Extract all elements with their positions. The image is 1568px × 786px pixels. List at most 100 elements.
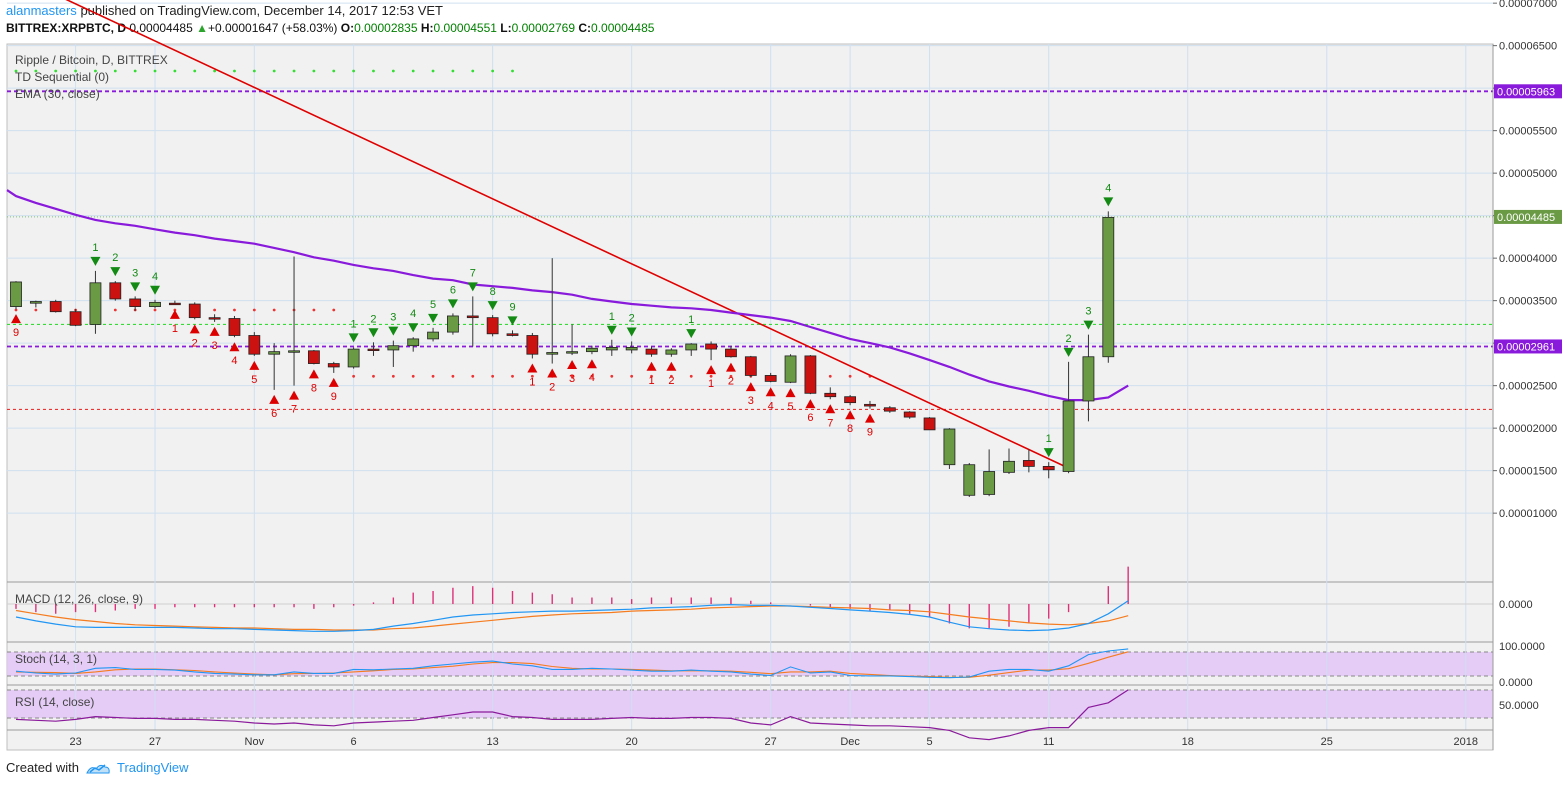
td-sell-triangle — [388, 326, 399, 336]
td-buy-triangle — [527, 363, 538, 373]
candle-body — [248, 335, 261, 355]
legend-ema[interactable]: EMA (30, close) — [15, 87, 100, 101]
candle — [29, 300, 42, 308]
price-label-box — [1494, 209, 1562, 224]
candle-body — [665, 349, 678, 355]
legend-title[interactable]: Ripple / Bitcoin, D, BITTREX — [15, 53, 168, 67]
td-count-label: 4 — [231, 355, 237, 367]
descending-trendline — [65, 0, 1069, 469]
td-dot — [332, 308, 336, 312]
td-count-label: 6 — [271, 408, 277, 420]
rsi-pane — [15, 689, 1129, 741]
low-label: L: — [500, 21, 512, 35]
td-dot — [94, 69, 97, 73]
macd-label[interactable]: MACD (12, 26, close, 9) — [15, 592, 143, 606]
td-count-label: 1 — [92, 242, 98, 254]
candle-body — [844, 396, 857, 404]
candle-body — [546, 352, 559, 355]
legend-td[interactable]: TD Sequential (0) — [15, 70, 109, 84]
candle — [69, 309, 82, 327]
td-dot — [312, 308, 316, 312]
td-dot — [689, 374, 693, 378]
close-value: 0.00004485 — [591, 21, 655, 35]
td-dot — [451, 374, 455, 378]
candle-body — [307, 350, 320, 364]
time-axis: 23 27 Nov 6 13 20 27 Dec 5 11 18 25 2018 — [69, 736, 1478, 748]
candle — [307, 349, 320, 365]
publish-info: alanmasters published on TradingView.com… — [6, 3, 443, 18]
candle-body — [725, 348, 737, 358]
candle — [248, 332, 261, 356]
candle — [1003, 448, 1015, 475]
candle — [943, 428, 956, 469]
candle-body — [1022, 460, 1035, 467]
macd-tick: 0.0000 — [1499, 599, 1533, 611]
td-count-label: 4 — [152, 271, 158, 283]
candle — [744, 355, 757, 378]
candle-body — [486, 317, 499, 335]
candle-body — [268, 351, 281, 355]
td-dot — [491, 374, 495, 378]
td-count-label: 8 — [847, 423, 853, 435]
td-dot — [193, 69, 197, 73]
td-count-label: 4 — [410, 308, 416, 320]
td-count-label: 3 — [569, 373, 575, 385]
tradingview-logo-icon — [86, 763, 110, 773]
candle-body — [586, 347, 598, 353]
candle — [268, 343, 281, 390]
x-tick-label: 25 — [1321, 736, 1333, 748]
candle — [526, 332, 539, 359]
candle-body — [804, 355, 817, 394]
macd-pane — [7, 566, 1493, 632]
td-dot — [213, 69, 217, 73]
candle-body — [129, 298, 142, 308]
td-buy-triangle — [745, 382, 756, 392]
candle-body — [864, 403, 876, 407]
td-count-label: 3 — [212, 340, 218, 352]
td-count-label: 2 — [549, 382, 555, 394]
candle-body — [625, 346, 638, 351]
candle — [625, 341, 638, 354]
td-dot — [332, 69, 336, 73]
td-sell-triangle — [368, 328, 379, 338]
candle — [367, 342, 380, 356]
candle — [1062, 361, 1075, 474]
ema-line — [6, 189, 1129, 402]
tradingview-brand-link[interactable]: TradingView — [116, 760, 189, 775]
stoch-tick-top: 100.0000 — [1499, 641, 1545, 653]
candle-body — [1102, 216, 1115, 358]
rsi-label[interactable]: RSI (14, close) — [15, 695, 94, 709]
candle — [129, 296, 142, 311]
stoch-label[interactable]: Stoch (14, 3, 1) — [15, 652, 97, 666]
td-dot — [372, 69, 375, 73]
td-dot — [471, 374, 475, 378]
candle — [228, 315, 241, 338]
td-count-label: 2 — [728, 376, 734, 388]
candle-body — [526, 335, 539, 355]
price-tick-label: 0.00002000 — [1499, 423, 1557, 435]
candle-body — [963, 464, 976, 496]
td-count-label: 7 — [291, 404, 297, 416]
candle — [149, 299, 161, 309]
td-dot — [570, 374, 574, 378]
candle-body — [347, 348, 360, 368]
td-count-label: 1 — [172, 323, 178, 335]
td-sell-triangle — [1043, 448, 1054, 458]
author-link[interactable]: alanmasters — [6, 3, 77, 18]
td-sell-triangle — [348, 333, 359, 343]
td-count-label: 1 — [351, 318, 357, 330]
td-dot — [272, 308, 276, 312]
td-dot — [848, 374, 852, 378]
candle-body — [1082, 356, 1095, 402]
td-buy-triangle — [805, 399, 816, 409]
candle — [288, 256, 300, 386]
td-count-label: 2 — [370, 313, 376, 325]
td-dot — [34, 308, 38, 312]
td-dot — [14, 69, 18, 73]
td-buy-triangle — [269, 394, 280, 404]
td-sell-triangle — [1103, 197, 1114, 207]
td-buy-triangle — [249, 360, 260, 370]
td-sell-triangle — [1083, 320, 1094, 330]
td-count-label: 8 — [490, 286, 496, 298]
